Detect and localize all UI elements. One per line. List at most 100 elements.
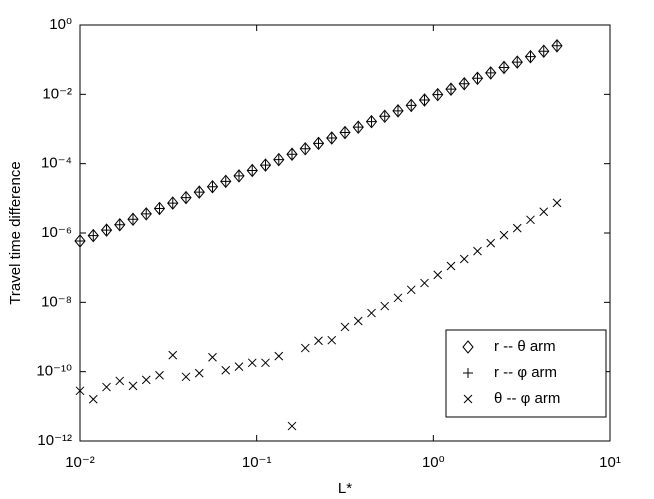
marker [300,343,310,353]
marker [446,84,457,95]
marker [102,382,111,392]
marker [420,278,429,288]
marker [114,217,126,232]
marker [127,212,139,227]
x-axis-label: L* [338,480,352,497]
marker [380,301,390,311]
marker [459,78,470,89]
marker [471,71,484,86]
marker [167,196,179,210]
marker [472,73,483,84]
marker [459,254,469,264]
marker [379,109,391,124]
marker [526,215,535,225]
marker [300,143,311,154]
marker [168,350,178,360]
marker [100,223,113,237]
marker [339,127,350,138]
marker [406,100,417,111]
marker [379,111,390,122]
marker [75,386,85,396]
marker [418,93,431,107]
marker [539,207,549,217]
marker [259,158,272,172]
marker [353,316,363,326]
marker [432,89,443,100]
marker [314,336,323,346]
marker [486,238,496,248]
y-tick-label: 10⁻¹² [37,432,72,449]
marker [458,76,470,91]
marker [485,66,497,80]
marker [498,60,510,75]
x-tick-label: 10⁻¹ [242,454,272,471]
marker [180,190,192,205]
marker [339,125,351,140]
marker [221,365,231,375]
marker [499,62,510,73]
marker [220,176,231,187]
legend-label: r -- θ arm [494,338,556,355]
marker [207,181,218,192]
marker [180,192,191,203]
marker [552,198,562,208]
marker [128,381,138,391]
marker [287,149,298,160]
marker [233,170,244,181]
marker [313,138,324,149]
x-tick-label: 10⁻² [65,454,95,471]
y-tick-label: 10⁻⁸ [41,293,72,310]
marker [538,44,550,59]
marker [234,362,244,371]
marker [512,223,522,233]
marker [406,285,416,295]
marker [299,141,311,156]
marker [524,49,537,64]
y-tick-label: 10⁻⁴ [41,155,72,172]
marker [367,308,376,318]
marker [446,261,456,271]
marker [353,122,364,133]
marker [194,368,204,378]
marker [393,105,404,116]
marker [141,375,151,385]
marker [512,57,523,68]
marker [88,230,99,241]
marker [366,116,377,127]
marker [247,165,258,176]
marker [208,352,217,362]
marker [433,270,443,280]
marker [193,185,205,199]
marker [326,133,337,144]
y-axis-label: Travel time difference [7,161,24,304]
marker [246,163,258,178]
marker [551,39,563,53]
marker [312,136,325,151]
marker [233,169,245,183]
marker [392,104,404,118]
marker [154,203,165,214]
marker [155,370,164,380]
marker [114,219,125,230]
marker [153,201,166,216]
marker [261,358,270,368]
marker [181,372,191,382]
marker [127,214,138,225]
marker [352,120,364,134]
marker [287,421,297,431]
marker [405,98,417,113]
y-tick-label: 10⁰ [49,16,72,33]
legend-label: r -- φ arm [494,364,557,381]
marker [326,131,338,145]
marker [75,235,85,246]
marker [552,40,563,51]
legend-marker [462,340,474,354]
marker [485,67,496,78]
marker [115,376,125,386]
marker [88,394,98,404]
marker [525,51,536,62]
marker [273,154,284,165]
y-tick-label: 10⁻⁶ [41,224,72,241]
marker [247,358,257,368]
marker [274,351,284,361]
